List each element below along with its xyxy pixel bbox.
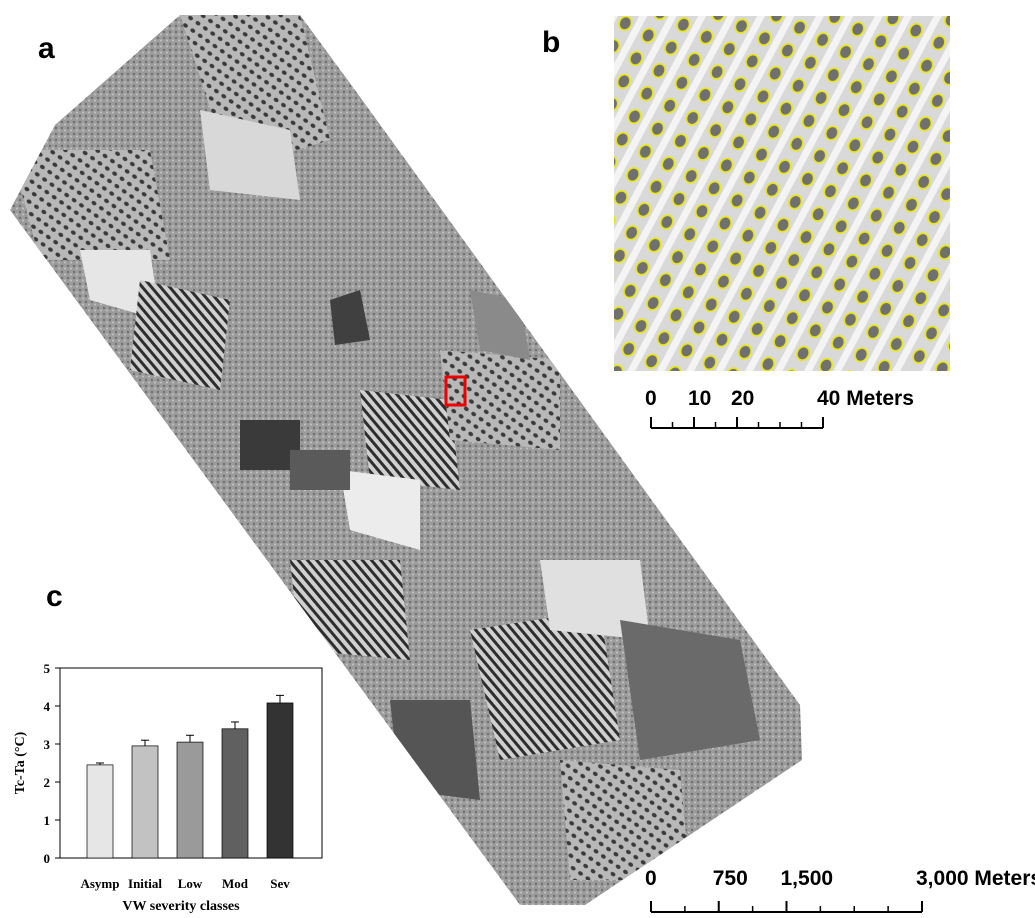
panel-label: a	[38, 32, 55, 65]
y-axis-label: Tc-Ta (°C)	[13, 731, 28, 794]
y-tick-label: 3	[44, 737, 51, 752]
bar	[222, 729, 248, 858]
y-tick-label: 1	[44, 813, 51, 828]
panel-label: b	[542, 26, 560, 59]
x-tick-label: Asymp	[80, 876, 119, 891]
x-axis-label: VW severity classes	[122, 899, 240, 914]
scale-label: 40 Meters	[817, 387, 914, 410]
scale-label: 1,500	[781, 867, 834, 890]
panel-label: c	[46, 580, 63, 613]
scale-bar: 0 10 20 40 Meters	[645, 387, 914, 428]
bar	[267, 703, 293, 858]
x-tick-label: Initial	[128, 876, 162, 891]
x-tick-label: Mod	[222, 876, 249, 891]
scale-label: 750	[713, 867, 748, 890]
inset-image	[614, 16, 950, 371]
y-tick-label: 2	[44, 775, 51, 790]
bar	[132, 746, 158, 858]
scale-bar: 0 750 1,500 3,000 Meters	[645, 867, 1035, 912]
y-tick-label: 0	[44, 851, 51, 866]
figure: a b c 0102040 Meters 07501,5003,000 Mete…	[0, 0, 1035, 918]
x-tick-label: Low	[178, 876, 203, 891]
scale-label: 0	[645, 387, 657, 410]
y-tick-label: 4	[44, 699, 51, 714]
page: {"panels": {"a": "a", "b": "b", "c": "c"…	[0, 0, 1035, 918]
scale-label: 3,000 Meters	[916, 867, 1035, 890]
x-tick-label: Sev	[270, 876, 290, 891]
y-tick-label: 5	[44, 661, 51, 676]
scale-label: 0	[645, 867, 657, 890]
scale-label: 10	[688, 387, 711, 410]
scale-label: 20	[731, 387, 754, 410]
bar	[177, 742, 203, 858]
bar	[87, 765, 113, 858]
